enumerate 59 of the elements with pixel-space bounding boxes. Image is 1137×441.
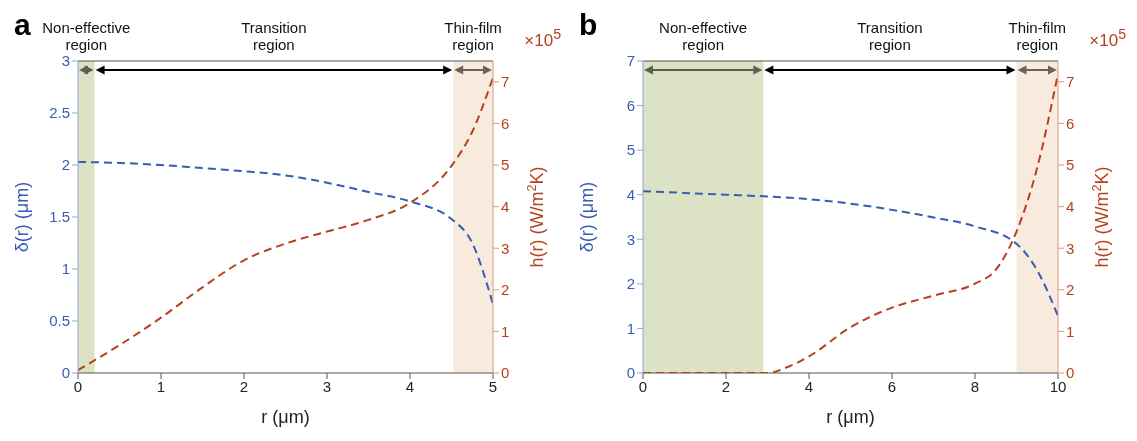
- x-axis-title: r (μm): [261, 407, 310, 427]
- text: Transition region: [241, 19, 307, 53]
- x-tick-label: 2: [721, 377, 731, 395]
- x-axis-title: r (μm): [826, 407, 875, 427]
- y-tick-label: 2: [626, 275, 635, 293]
- y2-tick-label: 2: [1066, 281, 1075, 299]
- y-axis-title: δ(r) (μm): [12, 181, 33, 253]
- band-label: Non-effective region: [42, 19, 131, 53]
- y-tick-label: 0.5: [49, 312, 70, 330]
- y2-tick-label: 1: [1066, 322, 1075, 340]
- x-tick-label: 6: [887, 377, 897, 395]
- x-tick-label: 4: [405, 377, 415, 395]
- y-tick-label: 2: [61, 156, 70, 174]
- y2-tick-label: 1: [501, 322, 510, 340]
- text: Transition region: [857, 19, 923, 53]
- y-tick-label: 2.5: [49, 104, 70, 122]
- band-label: Non-effective region: [659, 19, 748, 53]
- chart-title: a: [14, 8, 31, 42]
- x-tick-label: 4: [804, 377, 814, 395]
- text: ×10$^{5}$: [524, 26, 561, 51]
- y-tick-label: 0: [626, 364, 635, 382]
- y2-tick-label: 3: [501, 239, 510, 257]
- x-tick-label: 3: [322, 377, 332, 395]
- y-tick-label: 4: [626, 186, 635, 204]
- y-tick-label: 6: [626, 96, 635, 114]
- line-series: [78, 160, 493, 306]
- y2-tick-label: 5: [1066, 156, 1075, 174]
- y-tick-label: 5: [626, 141, 635, 159]
- y-tick-label: 1.5: [49, 208, 70, 226]
- band-label: Thin-film region: [1008, 19, 1067, 53]
- chart-title: b: [579, 8, 598, 42]
- x-tick-label: 1: [156, 377, 166, 395]
- text: ×10$^{5}$: [1089, 26, 1126, 51]
- y2-tick-label: 4: [501, 197, 510, 215]
- y2-tick-label: 6: [501, 114, 510, 132]
- y-tick-label: 3: [61, 52, 70, 70]
- y2-tick-label: 2: [501, 281, 510, 299]
- y-tick-label: 0: [61, 364, 70, 382]
- x-tick-label: 5: [488, 377, 498, 395]
- y2-tick-label: 6: [1066, 114, 1075, 132]
- y2-tick-label: 4: [1066, 197, 1075, 215]
- band-label: Thin-film region: [444, 19, 502, 53]
- y-tick-label: 1: [626, 319, 635, 337]
- y-tick-label: 1: [61, 260, 70, 278]
- line-series: [643, 190, 1058, 317]
- x-tick-label: 0: [638, 377, 648, 395]
- y2-tick-label: 0: [1066, 364, 1075, 382]
- y2-tick-label: 3: [1066, 239, 1075, 257]
- y-tick-label: 7: [626, 52, 635, 70]
- x-tick-label: 0: [73, 377, 83, 395]
- y2-tick-label: 5: [501, 156, 510, 174]
- x-tick-label: 8: [970, 377, 980, 395]
- y-tick-label: 3: [626, 230, 635, 248]
- y2-tick-label: 7: [1066, 73, 1075, 91]
- y2-tick-label: 0: [501, 364, 510, 382]
- y2-tick-label: 7: [501, 73, 510, 91]
- x-tick-label: 10: [1049, 377, 1067, 395]
- x-tick-label: 2: [239, 377, 249, 395]
- y-axis-title: δ(r) (μm): [577, 181, 598, 253]
